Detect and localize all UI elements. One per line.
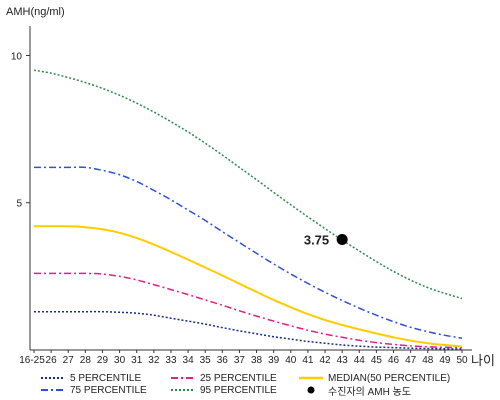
x-tick-label: 47 (405, 355, 417, 366)
amh-percentile-chart: AMH(ng/ml) 나이 5 10 16-25 26 27 28 29 30 31 32 33 34… (6, 6, 495, 368)
x-tick-label: 29 (97, 355, 109, 366)
legend-item: 5 PERCENTILE (40, 372, 141, 384)
x-tick-label: 42 (319, 355, 331, 366)
x-tick-label: 32 (148, 355, 160, 366)
y-tick-label: 10 (11, 51, 23, 62)
x-tick-label: 39 (268, 355, 280, 366)
legend-line-icon (171, 389, 195, 391)
x-tick-label: 44 (354, 355, 366, 366)
legend-dot-icon (307, 386, 315, 394)
legend-label: 25 PERCENTILE (200, 372, 277, 384)
legend-label: 수진자의 AMH 농도 (328, 386, 411, 398)
y-tick-label: 5 (16, 199, 22, 210)
x-tick-label: 38 (251, 355, 263, 366)
x-tick-label: 40 (285, 355, 297, 366)
x-tick-label: 46 (388, 355, 400, 366)
legend-line-icon (299, 376, 323, 380)
series-line-75-percentile (34, 166, 463, 339)
x-tick-label: 34 (183, 355, 195, 366)
legend-line-icon (171, 377, 195, 379)
x-tick-label: 28 (80, 355, 92, 366)
x-tick-label: 41 (302, 355, 314, 366)
series-line-25-percentile (33, 272, 463, 349)
legend-line-icon (41, 389, 65, 391)
legend-label: 95 PERCENTILE (200, 384, 277, 396)
x-tick-label: 16-25 (19, 355, 45, 366)
x-tick-label: 31 (131, 355, 143, 366)
x-tick-label: 26 (46, 355, 58, 366)
x-axis-label: 나이 (471, 353, 495, 368)
legend-label: 75 PERCENTILE (70, 384, 147, 396)
legend-item: 95 PERCENTILE (170, 384, 277, 396)
chart-legend: 5 PERCENTILE 25 PERCENTILE MEDIAN(50 PERCE… (0, 372, 500, 400)
legend-item: MEDIAN(50 PERCENTILE) (298, 372, 450, 384)
legend-line-icon (41, 377, 65, 379)
patient-amh-value-label: 3.75 (304, 233, 329, 248)
legend-label: MEDIAN(50 PERCENTILE) (328, 372, 451, 384)
series-line-median-50-percentile- (34, 225, 463, 348)
patient-amh-point (336, 234, 348, 246)
x-tick-label: 50 (456, 355, 468, 366)
x-tick-label: 35 (200, 355, 212, 366)
series-lines (33, 69, 463, 350)
legend-item: 25 PERCENTILE (170, 372, 277, 384)
series-line-95-percentile (33, 69, 463, 300)
y-axis-label: AMH(ng/ml) (6, 6, 65, 18)
axis-ticks: 5 10 16-25 26 27 28 29 30 31 32 33 34 35 36 37 38 39 40 41… (11, 51, 468, 366)
x-tick-label: 37 (234, 355, 246, 366)
legend-item: 75 PERCENTILE (40, 384, 147, 396)
x-tick-label: 45 (371, 355, 383, 366)
patient-marker: 3.75 (304, 233, 348, 248)
x-tick-label: 36 (217, 355, 229, 366)
legend-label: 5 PERCENTILE (70, 372, 142, 384)
x-tick-label: 30 (114, 355, 126, 366)
x-tick-label: 43 (337, 355, 349, 366)
x-tick-label: 49 (439, 355, 451, 366)
x-tick-label: 48 (422, 355, 434, 366)
x-tick-label: 33 (165, 355, 177, 366)
series-line-5-percentile (33, 310, 463, 350)
x-tick-label: 27 (63, 355, 75, 366)
legend-item: 수진자의 AMH 농도 (298, 384, 411, 398)
